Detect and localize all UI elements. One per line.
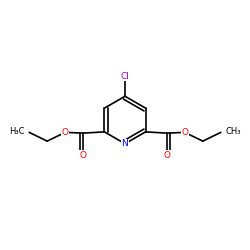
Text: Cl: Cl: [120, 72, 130, 81]
Text: O: O: [62, 128, 69, 137]
Text: CH₃: CH₃: [225, 127, 241, 136]
Text: N: N: [122, 139, 128, 148]
Text: O: O: [80, 151, 87, 160]
Text: O: O: [181, 128, 188, 137]
Text: O: O: [163, 151, 170, 160]
Text: H₃C: H₃C: [9, 127, 25, 136]
